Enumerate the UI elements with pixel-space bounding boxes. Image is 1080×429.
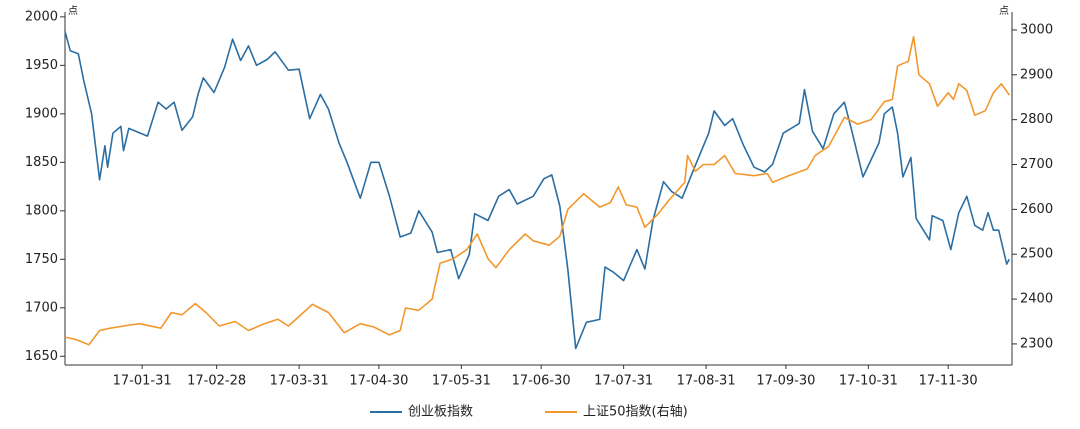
y-unit: 点 <box>68 5 78 17</box>
y-tick-label: 1650 <box>25 349 58 364</box>
x-tick-label: 17-01-31 <box>113 374 172 389</box>
y2-tick-label: 2500 <box>1020 247 1053 262</box>
y-tick-label: 1900 <box>25 106 58 121</box>
legend-label: 上证50指数(右轴) <box>583 405 688 420</box>
y-tick-label: 1950 <box>25 58 58 73</box>
x-tick-label: 17-10-31 <box>839 374 898 389</box>
series-line <box>64 35 1010 346</box>
y2-tick-label: 2400 <box>1020 292 1053 307</box>
y2-tick-label: 3000 <box>1020 22 1053 37</box>
x-tick-label: 17-04-30 <box>349 374 408 389</box>
x-tick-label: 17-08-31 <box>677 374 736 389</box>
y-tick-label: 1850 <box>25 155 58 170</box>
series-line <box>64 31 1011 350</box>
legend-label: 创业板指数 <box>408 405 473 420</box>
x-tick-label: 17-03-31 <box>270 374 329 389</box>
x-tick-label: 17-07-31 <box>594 374 653 389</box>
y-tick-label: 2000 <box>25 9 58 24</box>
y2-tick-label: 2600 <box>1020 202 1053 217</box>
y2-tick-label: 2300 <box>1020 336 1053 351</box>
x-tick-label: 17-05-31 <box>432 374 491 389</box>
x-tick-label: 17-09-30 <box>756 374 815 389</box>
x-tick-label: 17-11-30 <box>919 374 978 389</box>
x-tick-label: 17-06-30 <box>512 374 571 389</box>
y2-tick-label: 2700 <box>1020 157 1053 172</box>
y-tick-label: 1750 <box>25 252 58 267</box>
y-tick-label: 1800 <box>25 203 58 218</box>
y2-unit: 点 <box>999 5 1009 17</box>
y2-tick-label: 2900 <box>1020 67 1053 82</box>
x-tick-label: 17-02-28 <box>187 374 246 389</box>
y2-tick-label: 2800 <box>1020 112 1053 127</box>
y-tick-label: 1700 <box>25 300 58 315</box>
